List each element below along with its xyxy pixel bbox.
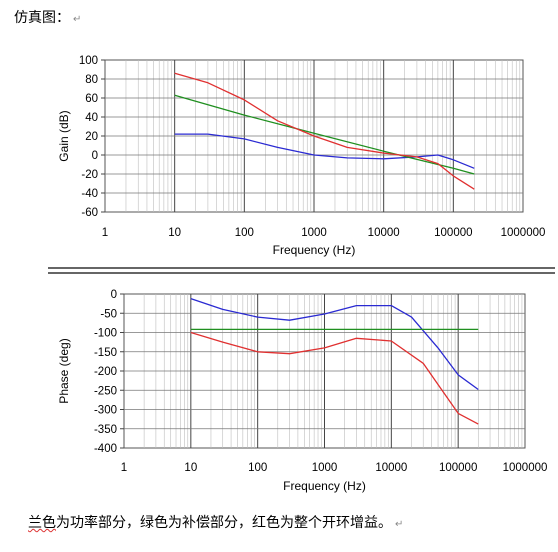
chart-phase: 1 10 100 1000 10000 100000 1000000 0 -50 -100 -150…: [57, 289, 547, 493]
y-tick-label: 0: [92, 150, 98, 162]
x-tick-label: 1: [102, 227, 108, 239]
x-tick-label: 1: [121, 462, 127, 474]
caption-text: 为功率部分，绿色为补偿部分，红色为整个开环增益。: [56, 515, 392, 531]
x-tick-label: 100000: [439, 462, 477, 474]
y-tick-label: -300: [94, 405, 117, 417]
x-tick-label: 100: [235, 227, 254, 239]
y-tick-label: 0: [111, 289, 117, 301]
series-line-green: [174, 94, 475, 175]
x-tick-label: 10000: [375, 462, 407, 474]
y-tick-label: -250: [94, 385, 117, 397]
x-tick-label: 1000: [301, 227, 327, 239]
x-tick-label: 10000: [368, 227, 400, 239]
y-axis-label: Gain (dB): [57, 110, 71, 161]
x-axis-label: Frequency (Hz): [283, 479, 366, 493]
x-tick-label: 1000000: [503, 462, 548, 474]
y-tick-label: -60: [81, 207, 98, 219]
y-tick-label: 40: [85, 112, 98, 124]
series-line-blue: [174, 133, 475, 169]
page-heading: 仿真图： ↵: [14, 7, 81, 27]
x-axis-label: Frequency (Hz): [273, 243, 356, 257]
x-tick-label: 100: [248, 462, 267, 474]
return-mark-icon: ↵: [73, 14, 82, 25]
x-tick-label: 1000: [312, 462, 338, 474]
x-tick-label: 1000000: [501, 227, 546, 239]
heading-text: 仿真图：: [14, 10, 70, 26]
y-tick-label: -20: [81, 169, 98, 181]
caption-return-mark-icon: ↵: [395, 519, 404, 530]
chart-gain: 1 10 100 1000 10000 100000 1000000 100 80 60 40 20 0…: [57, 55, 545, 257]
series-line-red: [190, 331, 479, 425]
y-tick-label: -100: [94, 328, 117, 340]
y-tick-label: -400: [94, 443, 117, 455]
y-tick-label: 60: [85, 93, 98, 105]
y-tick-label: -40: [81, 188, 98, 200]
x-tick-label: 10: [168, 227, 181, 239]
y-axis-label: Phase (deg): [57, 338, 71, 403]
series-line-blue: [190, 297, 479, 391]
x-tick-label: 10: [184, 462, 197, 474]
y-tick-label: 80: [85, 74, 98, 86]
y-tick-label: -350: [94, 424, 117, 436]
y-tick-label: -200: [94, 366, 117, 378]
y-tick-label: 100: [79, 55, 98, 67]
y-tick-label: -150: [94, 347, 117, 359]
x-tick-label: 100000: [434, 227, 472, 239]
series-line-red: [174, 72, 475, 190]
caption-underlined-text: 兰色: [28, 515, 56, 531]
y-tick-label: -50: [100, 308, 117, 320]
y-tick-label: 20: [85, 131, 98, 143]
figure-caption: 兰色为功率部分，绿色为补偿部分，红色为整个开环增益。 ↵: [28, 512, 403, 532]
